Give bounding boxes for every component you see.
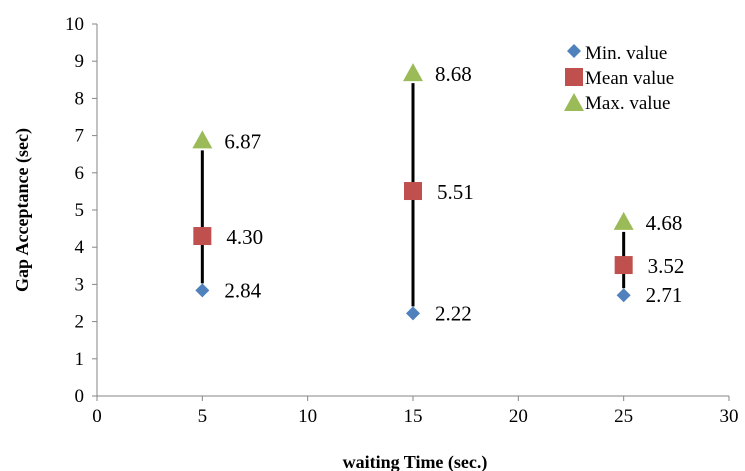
y-tick-label: 9 — [75, 51, 85, 72]
y-tick-label: 2 — [75, 312, 85, 333]
data-point — [614, 256, 633, 275]
y-tick-label: 10 — [65, 14, 84, 35]
data-point — [195, 283, 210, 298]
data-point — [193, 227, 212, 246]
x-tick-label: 5 — [198, 406, 208, 427]
legend: Min. value Mean value Max. value — [564, 43, 674, 114]
data-point — [403, 63, 423, 82]
data-point — [192, 130, 213, 149]
data-label: 3.52 — [648, 254, 685, 278]
x-tick-label: 20 — [509, 406, 528, 427]
legend-label: Mean value — [585, 68, 674, 89]
data-label: 2.71 — [646, 283, 683, 307]
y-tick-label: 8 — [75, 88, 85, 109]
y-tick-label: 5 — [75, 200, 85, 221]
y-tick-label: 7 — [75, 126, 85, 147]
x-tick-label: 15 — [404, 406, 423, 427]
x-tick-label: 25 — [614, 406, 633, 427]
x-tick-label: 30 — [720, 406, 739, 427]
data-label: 8.68 — [435, 62, 472, 86]
legend-marker — [567, 44, 581, 58]
y-axis-title: Gap Acceptance (sec) — [12, 128, 33, 292]
legend-marker — [565, 68, 583, 86]
data-label: 4.68 — [646, 211, 683, 235]
x-tick-label: 10 — [298, 406, 317, 427]
y-tick-label: 0 — [75, 386, 85, 407]
y-tick-label: 3 — [75, 274, 85, 295]
x-axis-title: waiting Time (sec.) — [343, 452, 488, 471]
data-label: 2.84 — [224, 278, 261, 302]
data-label: 4.30 — [226, 225, 263, 249]
legend-label: Min. value — [585, 43, 667, 64]
axes: 0 1 2 3 4 5 6 7 8 9 10 0 5 10 15 20 25 30 — [65, 14, 739, 427]
data-point — [404, 182, 422, 201]
data-point — [613, 211, 634, 230]
data-point — [406, 306, 420, 321]
data-label: 6.87 — [224, 129, 261, 153]
legend-label: Max. value — [585, 93, 670, 114]
legend-marker — [564, 93, 584, 111]
x-tick-label: 0 — [92, 406, 102, 427]
data-point — [616, 288, 631, 303]
y-tick-label: 1 — [75, 349, 85, 370]
y-tick-label: 6 — [75, 163, 85, 184]
plot-area: 2.84 2.22 2.71 4.30 5.51 3.52 6.87 8.68 4.68 — [192, 62, 684, 325]
data-label: 2.22 — [435, 301, 472, 325]
y-tick-label: 4 — [75, 237, 85, 258]
data-label: 5.51 — [437, 180, 474, 204]
